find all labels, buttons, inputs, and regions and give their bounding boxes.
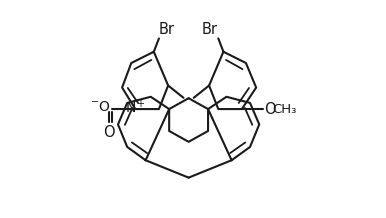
- Text: O: O: [264, 102, 276, 117]
- Text: Br: Br: [159, 22, 175, 37]
- Text: Br: Br: [202, 22, 218, 37]
- Text: —N$^{+}$: —N$^{+}$: [112, 99, 145, 116]
- Text: $^{-}$O: $^{-}$O: [90, 100, 111, 114]
- Text: CH₃: CH₃: [272, 102, 296, 116]
- Text: O: O: [103, 125, 115, 140]
